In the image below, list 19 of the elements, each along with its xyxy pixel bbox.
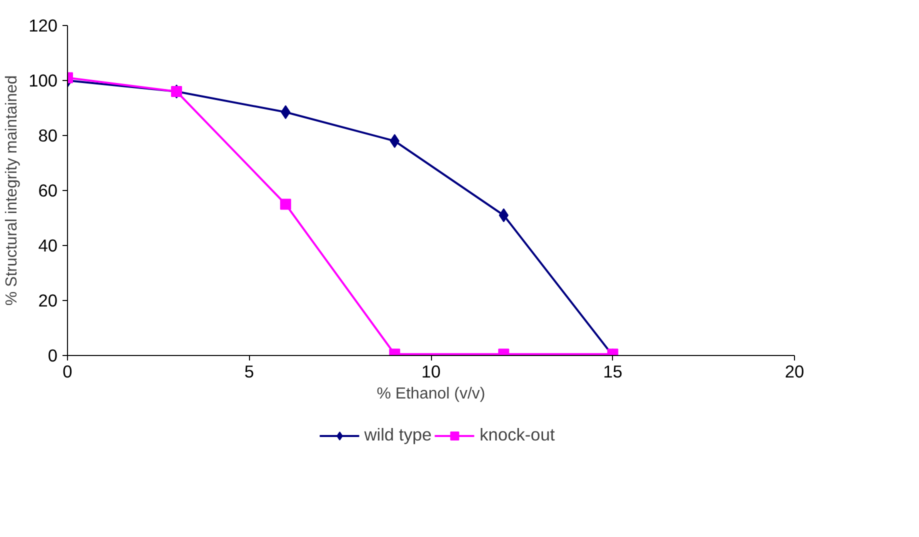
y-tick-label: 120 (28, 16, 58, 36)
x-tick-label: 10 (421, 362, 441, 382)
y-tick-label: 60 (38, 180, 58, 200)
x-tick-label: 20 (784, 362, 804, 382)
x-axis-title: % Ethanol (v/v) (376, 386, 486, 402)
y-axis-title: % Structural integrity maintained (4, 75, 21, 306)
y-tick-label: 20 (38, 290, 58, 310)
point (498, 208, 509, 222)
y-tick-label: 40 (38, 236, 58, 256)
legend-label: wild type (364, 424, 432, 446)
y-tick-label: 100 (28, 70, 58, 90)
x-tick-label: 0 (62, 362, 72, 382)
x-tick-label: 15 (603, 362, 622, 382)
x-tick-label: 5 (244, 362, 254, 382)
point (390, 134, 400, 148)
point (280, 198, 292, 210)
y-tick-label: 0 (48, 346, 58, 366)
y-tick-label: 80 (38, 126, 58, 146)
legend-label: knock-out (480, 424, 555, 446)
